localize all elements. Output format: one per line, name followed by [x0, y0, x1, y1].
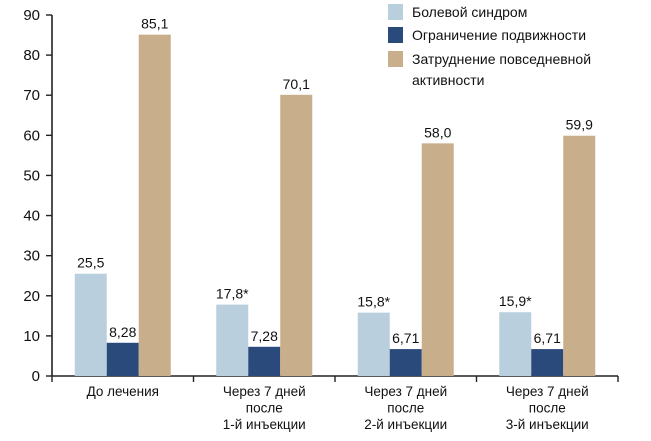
bar — [563, 135, 596, 376]
category-label: Через 7 дней — [364, 384, 447, 399]
legend-swatch — [388, 4, 403, 20]
bar — [74, 273, 107, 376]
data-label: 25,5 — [77, 255, 104, 271]
data-label: 15,9* — [499, 293, 532, 309]
y-tick-label: 40 — [23, 208, 40, 225]
data-label: 6,71 — [392, 330, 419, 346]
data-labels: 25,5 8,28 85,1 17,8* 7,28 70,1 15,8* 6,71 58,0 15… — [77, 16, 593, 346]
category-label: после — [387, 401, 424, 416]
category-label: после — [529, 401, 566, 416]
legend-label: активности — [412, 72, 485, 88]
legend: Болевой синдром Ограничение подвижности За… — [388, 4, 591, 88]
y-tick-label: 70 — [23, 87, 40, 104]
legend-label: Ограничение подвижности — [412, 27, 586, 43]
bars — [74, 34, 596, 377]
category-label: Через 7 дней — [223, 384, 306, 399]
category-label: 1-й инъекции — [223, 417, 306, 432]
bar — [138, 34, 171, 376]
legend-swatch — [388, 27, 403, 43]
bar — [357, 312, 390, 376]
bar — [248, 346, 281, 376]
category-label: 3-й инъекции — [506, 417, 589, 432]
axes: 0 10 20 30 40 50 60 70 80 90 До лечения Через 7 дне… — [23, 7, 619, 432]
data-label: 17,8* — [216, 286, 249, 302]
category-label: Через 7 дней — [506, 384, 589, 399]
y-tick-label: 80 — [23, 47, 40, 64]
y-tick-label: 50 — [23, 167, 40, 184]
bar — [389, 349, 422, 376]
y-tick-label: 20 — [23, 288, 40, 305]
bar — [531, 349, 564, 376]
data-label: 70,1 — [283, 76, 310, 92]
bar — [499, 312, 532, 376]
legend-label: Затруднение повседневной — [412, 51, 591, 67]
bar — [216, 304, 249, 376]
data-label: 7,28 — [251, 328, 278, 344]
y-tick-label: 60 — [23, 127, 40, 144]
y-tick-label: 30 — [23, 248, 40, 265]
data-label: 85,1 — [141, 16, 168, 32]
legend-swatch — [388, 51, 403, 67]
y-tick-label: 90 — [23, 7, 40, 24]
legend-label: Болевой синдром — [412, 4, 527, 20]
data-label: 8,28 — [109, 324, 136, 340]
data-label: 15,8* — [357, 294, 390, 310]
y-tick-label: 0 — [32, 368, 40, 385]
bar — [280, 94, 313, 377]
data-label: 59,9 — [566, 117, 593, 133]
category-label: До лечения — [87, 384, 159, 399]
data-label: 6,71 — [534, 330, 561, 346]
bar — [421, 143, 454, 376]
y-tick-label: 10 — [23, 328, 40, 345]
bar — [106, 342, 139, 376]
data-label: 58,0 — [424, 124, 451, 140]
category-label: 2-й инъекции — [364, 417, 447, 432]
category-label: после — [246, 401, 283, 416]
